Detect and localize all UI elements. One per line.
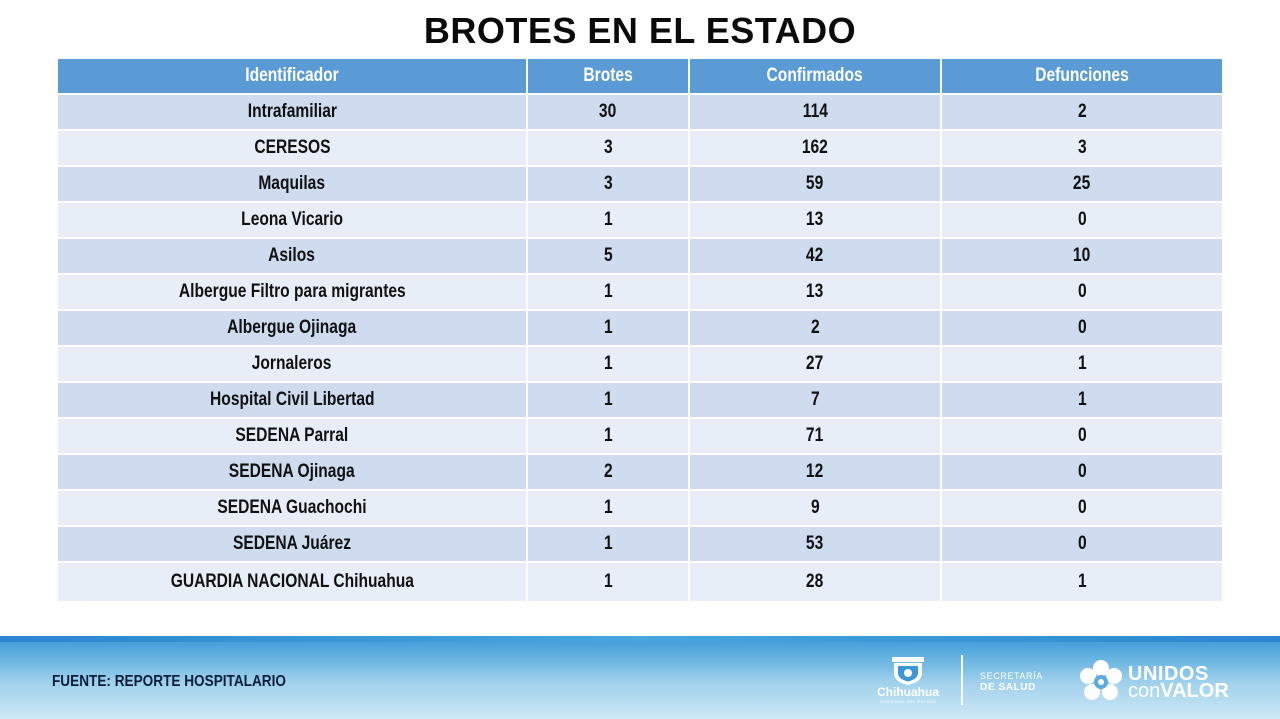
cell-confirmados: 71 xyxy=(690,417,942,453)
column-header-defunciones: Defunciones xyxy=(942,59,1222,93)
cell-identificador: SEDENA Ojinaga xyxy=(58,453,528,489)
cell-identificador: Maquilas xyxy=(58,165,528,201)
cell-confirmados: 53 xyxy=(690,525,942,561)
flower-logo-icon xyxy=(1080,660,1122,700)
chihuahua-logo: Chihuahua GOBIERNO DEL ESTADO xyxy=(872,656,944,708)
cell-confirmados: 2 xyxy=(690,309,942,345)
source-note: FUENTE: REPORTE HOSPITALARIO xyxy=(52,673,286,690)
table-header-row: Identificador Brotes Confirmados Defunci… xyxy=(58,59,1222,93)
page-title: BROTES EN EL ESTADO xyxy=(423,10,857,51)
cell-identificador: SEDENA Guachochi xyxy=(58,489,528,525)
cell-confirmados: 12 xyxy=(690,453,942,489)
cell-confirmados: 162 xyxy=(690,129,942,165)
table-row: SEDENA Juárez 1 53 0 xyxy=(58,525,1222,561)
chihuahua-logo-sub: GOBIERNO DEL ESTADO xyxy=(879,699,937,704)
table-row: Albergue Filtro para migrantes 1 13 0 xyxy=(58,273,1222,309)
con-valor-word: conVALOR xyxy=(1128,680,1229,702)
table-row: Leona Vicario 1 13 0 xyxy=(58,201,1222,237)
cell-identificador: GUARDIA NACIONAL Chihuahua xyxy=(58,561,528,601)
state-shield-icon xyxy=(892,657,924,685)
cell-identificador: SEDENA Juárez xyxy=(58,525,528,561)
cell-brotes: 1 xyxy=(528,417,690,453)
cell-identificador: Asilos xyxy=(58,237,528,273)
cell-confirmados: 28 xyxy=(690,561,942,601)
cell-confirmados: 59 xyxy=(690,165,942,201)
cell-defunciones: 25 xyxy=(942,165,1222,201)
column-header-brotes: Brotes xyxy=(528,59,690,93)
cell-identificador: Intrafamiliar xyxy=(58,93,528,129)
cell-defunciones: 1 xyxy=(942,345,1222,381)
secretaria-salud-logo: SECRETARÍA DE SALUD xyxy=(980,670,1043,694)
table-row: Asilos 5 42 10 xyxy=(58,237,1222,273)
cell-defunciones: 1 xyxy=(942,561,1222,601)
footer-divider xyxy=(961,655,963,705)
cell-defunciones: 1 xyxy=(942,381,1222,417)
cell-brotes: 3 xyxy=(528,129,690,165)
unidos-con-valor-logo: UNIDOS conVALOR xyxy=(1078,657,1268,705)
cell-identificador: Leona Vicario xyxy=(58,201,528,237)
secretaria-line2: DE SALUD xyxy=(980,682,1036,693)
cell-brotes: 2 xyxy=(528,453,690,489)
cell-brotes: 1 xyxy=(528,273,690,309)
cell-confirmados: 7 xyxy=(690,381,942,417)
table-row: SEDENA Guachochi 1 9 0 xyxy=(58,489,1222,525)
table-row: SEDENA Parral 1 71 0 xyxy=(58,417,1222,453)
table-row: SEDENA Ojinaga 2 12 0 xyxy=(58,453,1222,489)
cell-brotes: 1 xyxy=(528,201,690,237)
cell-defunciones: 0 xyxy=(942,453,1222,489)
secretaria-line1: SECRETARÍA xyxy=(980,671,1043,681)
chihuahua-logo-name: Chihuahua xyxy=(877,685,939,699)
cell-identificador: Hospital Civil Libertad xyxy=(58,381,528,417)
footer-band xyxy=(0,636,1280,719)
cell-defunciones: 0 xyxy=(942,489,1222,525)
table-row: Maquilas 3 59 25 xyxy=(58,165,1222,201)
cell-identificador: SEDENA Parral xyxy=(58,417,528,453)
cell-brotes: 1 xyxy=(528,345,690,381)
cell-defunciones: 2 xyxy=(942,93,1222,129)
table-row: Intrafamiliar 30 114 2 xyxy=(58,93,1222,129)
cell-confirmados: 9 xyxy=(690,489,942,525)
cell-defunciones: 10 xyxy=(942,237,1222,273)
table-row: CERESOS 3 162 3 xyxy=(58,129,1222,165)
cell-defunciones: 0 xyxy=(942,417,1222,453)
cell-identificador: Albergue Filtro para migrantes xyxy=(58,273,528,309)
cell-defunciones: 3 xyxy=(942,129,1222,165)
cell-brotes: 1 xyxy=(528,561,690,601)
cell-brotes: 5 xyxy=(528,237,690,273)
cell-defunciones: 0 xyxy=(942,525,1222,561)
table-row: GUARDIA NACIONAL Chihuahua 1 28 1 xyxy=(58,561,1222,601)
outbreaks-table: Identificador Brotes Confirmados Defunci… xyxy=(58,59,1222,601)
table-row: Jornaleros 1 27 1 xyxy=(58,345,1222,381)
cell-defunciones: 0 xyxy=(942,201,1222,237)
cell-brotes: 1 xyxy=(528,309,690,345)
cell-identificador: Jornaleros xyxy=(58,345,528,381)
cell-brotes: 3 xyxy=(528,165,690,201)
unidos-word: UNIDOS xyxy=(1128,663,1209,685)
column-header-identificador: Identificador xyxy=(58,59,528,93)
table-row: Albergue Ojinaga 1 2 0 xyxy=(58,309,1222,345)
cell-brotes: 1 xyxy=(528,381,690,417)
cell-confirmados: 42 xyxy=(690,237,942,273)
cell-identificador: Albergue Ojinaga xyxy=(58,309,528,345)
cell-brotes: 1 xyxy=(528,525,690,561)
table-row: Hospital Civil Libertad 1 7 1 xyxy=(58,381,1222,417)
cell-confirmados: 114 xyxy=(690,93,942,129)
cell-brotes: 30 xyxy=(528,93,690,129)
cell-confirmados: 27 xyxy=(690,345,942,381)
footer-top-line xyxy=(0,636,1280,642)
cell-defunciones: 0 xyxy=(942,273,1222,309)
cell-defunciones: 0 xyxy=(942,309,1222,345)
cell-confirmados: 13 xyxy=(690,201,942,237)
cell-brotes: 1 xyxy=(528,489,690,525)
cell-confirmados: 13 xyxy=(690,273,942,309)
cell-identificador: CERESOS xyxy=(58,129,528,165)
column-header-confirmados: Confirmados xyxy=(690,59,942,93)
